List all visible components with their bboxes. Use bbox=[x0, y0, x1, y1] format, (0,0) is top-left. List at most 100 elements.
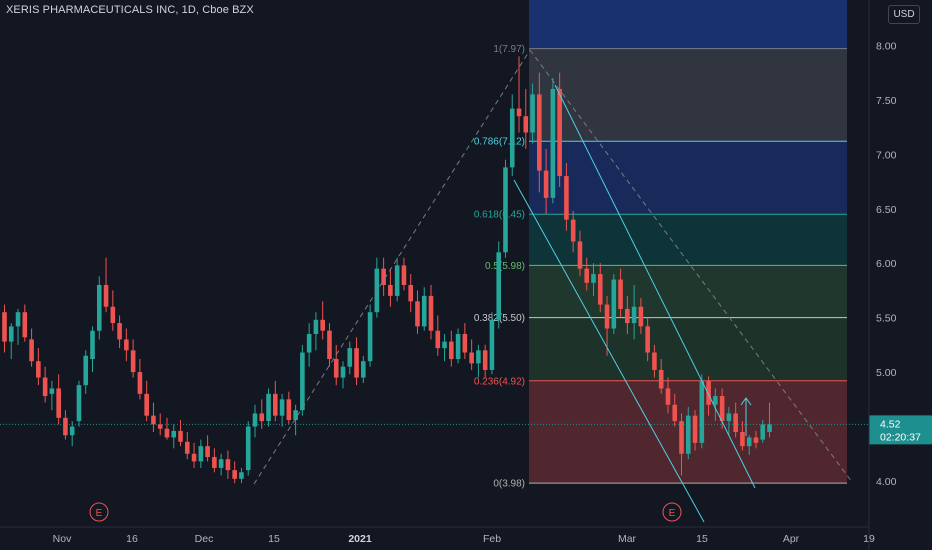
candle-body bbox=[367, 312, 373, 362]
candle-body bbox=[611, 279, 617, 329]
candle-body bbox=[760, 424, 766, 440]
candle-body bbox=[435, 330, 441, 349]
candle-body bbox=[245, 426, 251, 471]
time-tick-label: 19 bbox=[863, 533, 875, 545]
candle-body bbox=[381, 268, 386, 285]
candle-body bbox=[658, 369, 664, 389]
candle-body bbox=[22, 312, 28, 338]
candle-body bbox=[96, 284, 102, 331]
candle-body bbox=[482, 350, 488, 370]
candle-body bbox=[428, 295, 434, 331]
price-tick-label: 7.00 bbox=[876, 149, 897, 161]
candle-body bbox=[489, 319, 495, 370]
fib-zone bbox=[529, 0, 847, 49]
candle-body bbox=[239, 472, 244, 479]
candle-body bbox=[699, 380, 705, 443]
channel-upper-line bbox=[554, 84, 756, 489]
candle-body bbox=[469, 352, 474, 364]
time-tick-label: Mar bbox=[618, 533, 637, 545]
time-tick-label: 16 bbox=[126, 533, 138, 545]
candle-body bbox=[584, 268, 590, 283]
price-badge bbox=[869, 415, 932, 445]
earnings-marker-label: E bbox=[96, 508, 103, 519]
price-badge-countdown: 02:20:37 bbox=[880, 431, 921, 443]
price-tick-label: 6.00 bbox=[876, 258, 897, 270]
candle-body bbox=[638, 306, 644, 327]
candle-body bbox=[15, 312, 21, 327]
earnings-marker-label: E bbox=[669, 508, 676, 519]
candle-body bbox=[767, 424, 772, 432]
candle-body bbox=[631, 306, 637, 324]
candle-body bbox=[516, 108, 522, 117]
fib-zone bbox=[529, 265, 847, 318]
candle-body bbox=[577, 241, 583, 269]
candle-body bbox=[205, 446, 210, 458]
candle-body bbox=[442, 341, 447, 349]
fib-zone bbox=[529, 317, 847, 381]
candle-body bbox=[225, 459, 231, 471]
candle-body bbox=[313, 319, 319, 334]
candle-body bbox=[679, 421, 684, 454]
candle-body bbox=[753, 437, 759, 443]
candle-body bbox=[692, 415, 698, 443]
candle-body bbox=[327, 330, 332, 360]
candle-body bbox=[117, 323, 122, 340]
candle-body bbox=[212, 457, 217, 468]
fib-level-label: 0.618(6.45) bbox=[474, 210, 525, 221]
candle-body bbox=[503, 167, 508, 253]
candle-body bbox=[401, 265, 407, 285]
price-tick-label: 5.00 bbox=[876, 367, 897, 379]
candle-body bbox=[706, 380, 711, 405]
candle-body bbox=[530, 94, 535, 133]
candle-body bbox=[151, 415, 156, 425]
channel-lower-line bbox=[513, 179, 705, 523]
candle-body bbox=[320, 319, 325, 331]
candle-body bbox=[63, 417, 68, 436]
earnings-marker-icon[interactable] bbox=[89, 502, 109, 522]
candle-body bbox=[286, 399, 292, 421]
candle-body bbox=[652, 352, 657, 370]
candle-body bbox=[672, 404, 678, 422]
candle-body bbox=[415, 301, 420, 327]
candle-body bbox=[537, 94, 542, 171]
candle-body bbox=[198, 446, 204, 462]
candle-body bbox=[564, 176, 569, 220]
candle-body bbox=[665, 388, 671, 405]
candle-body bbox=[157, 424, 163, 429]
candle-body bbox=[388, 284, 393, 296]
candle-body bbox=[394, 265, 400, 296]
candle-body bbox=[218, 459, 224, 468]
price-axis[interactable] bbox=[869, 0, 932, 550]
candle-body bbox=[103, 284, 109, 307]
candle-body bbox=[130, 350, 136, 373]
fib-level-label: 0.786(7.12) bbox=[474, 137, 525, 148]
time-tick-label: Dec bbox=[195, 533, 214, 545]
currency-button[interactable]: USD bbox=[888, 5, 920, 24]
candle-body bbox=[543, 170, 549, 198]
candle-body bbox=[333, 359, 339, 378]
time-tick-label: Feb bbox=[483, 533, 501, 545]
candle-body bbox=[266, 393, 271, 422]
fib-level-label: 0(3.98) bbox=[493, 479, 525, 490]
candle-body bbox=[354, 348, 359, 378]
fib-zone bbox=[529, 48, 847, 142]
candle-body bbox=[347, 348, 353, 367]
symbol-title: XERIS PHARMACEUTICALS INC, 1D, Cboe BZX bbox=[6, 4, 254, 16]
candle-body bbox=[8, 326, 14, 342]
price-tick-label: 8.00 bbox=[876, 40, 897, 52]
candle-body bbox=[719, 396, 725, 422]
candle-body bbox=[523, 116, 529, 133]
price-tick-label: 6.50 bbox=[876, 204, 897, 216]
earnings-marker-icon[interactable] bbox=[662, 502, 682, 522]
candle-body bbox=[421, 295, 427, 327]
fib-level-label: 0.5(5.98) bbox=[485, 261, 525, 272]
candle-body bbox=[191, 453, 197, 462]
time-tick-label: Nov bbox=[53, 533, 72, 545]
candle-body bbox=[361, 361, 366, 378]
candle-body bbox=[570, 219, 576, 242]
candle-body bbox=[56, 388, 61, 418]
price-tick-label: 7.50 bbox=[876, 95, 897, 107]
candle-body bbox=[645, 326, 650, 353]
